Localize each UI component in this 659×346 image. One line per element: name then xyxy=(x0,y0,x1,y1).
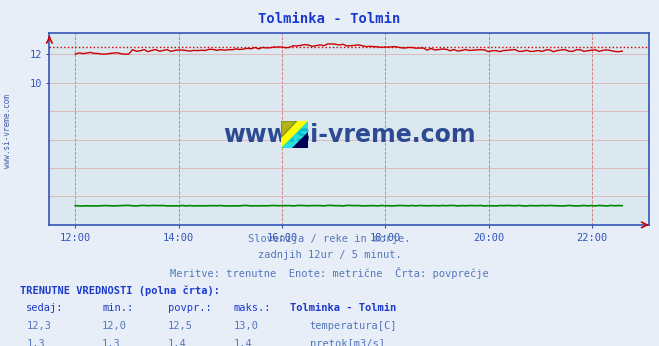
Text: 13,0: 13,0 xyxy=(234,321,259,331)
Text: sedaj:: sedaj: xyxy=(26,303,64,313)
Text: Meritve: trenutne  Enote: metrične  Črta: povprečje: Meritve: trenutne Enote: metrične Črta: … xyxy=(170,267,489,279)
Text: www.si-vreme.com: www.si-vreme.com xyxy=(223,122,476,147)
Text: 1,3: 1,3 xyxy=(102,339,121,346)
Text: 12,0: 12,0 xyxy=(102,321,127,331)
Text: Tolminka - Tolmin: Tolminka - Tolmin xyxy=(258,12,401,26)
Text: 12,5: 12,5 xyxy=(168,321,193,331)
Text: zadnjih 12ur / 5 minut.: zadnjih 12ur / 5 minut. xyxy=(258,250,401,260)
Text: 1,3: 1,3 xyxy=(26,339,45,346)
Text: 1,4: 1,4 xyxy=(168,339,186,346)
Text: povpr.:: povpr.: xyxy=(168,303,212,313)
Polygon shape xyxy=(292,132,308,148)
Text: Slovenija / reke in morje.: Slovenija / reke in morje. xyxy=(248,234,411,244)
Polygon shape xyxy=(281,121,297,137)
Text: 12,3: 12,3 xyxy=(26,321,51,331)
Polygon shape xyxy=(281,121,308,148)
Text: 1,4: 1,4 xyxy=(234,339,252,346)
Text: Tolminka - Tolmin: Tolminka - Tolmin xyxy=(290,303,396,313)
Text: temperatura[C]: temperatura[C] xyxy=(310,321,397,331)
Polygon shape xyxy=(281,121,308,148)
Text: TRENUTNE VREDNOSTI (polna črta):: TRENUTNE VREDNOSTI (polna črta): xyxy=(20,285,219,296)
Text: pretok[m3/s]: pretok[m3/s] xyxy=(310,339,385,346)
Text: min.:: min.: xyxy=(102,303,133,313)
Text: www.si-vreme.com: www.si-vreme.com xyxy=(3,94,13,169)
Text: maks.:: maks.: xyxy=(234,303,272,313)
